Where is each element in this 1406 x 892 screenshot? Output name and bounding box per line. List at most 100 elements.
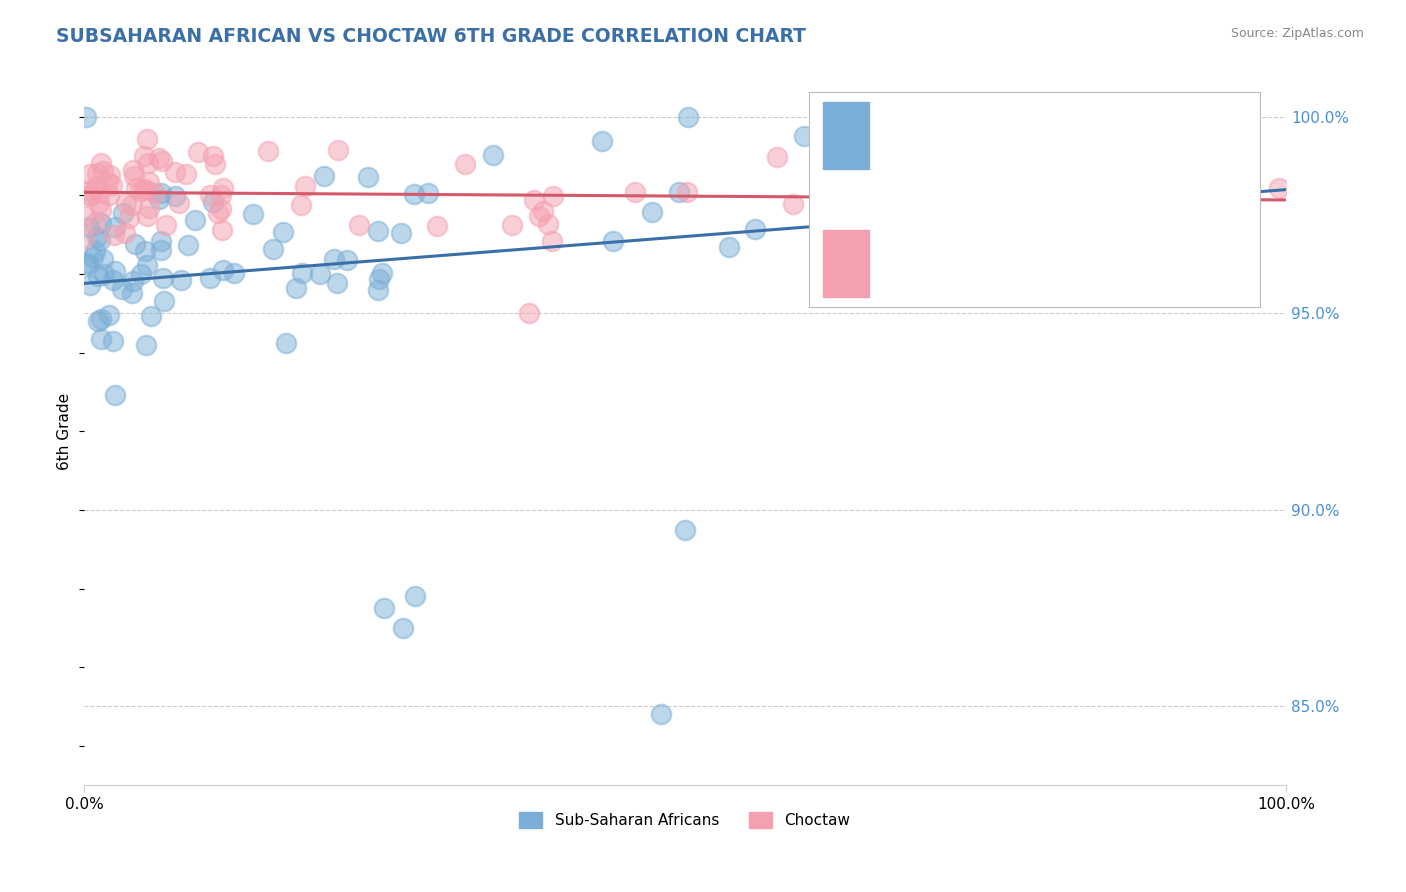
Point bbox=[77, 220, 100, 235]
Point bbox=[294, 178, 316, 193]
Point bbox=[86, 166, 108, 180]
Point bbox=[201, 149, 224, 163]
Y-axis label: 6th Grade: 6th Grade bbox=[58, 392, 72, 470]
Point bbox=[100, 178, 122, 192]
Point bbox=[641, 205, 664, 219]
Point bbox=[1268, 181, 1291, 195]
Point bbox=[138, 175, 160, 189]
Point bbox=[84, 244, 107, 259]
Point bbox=[389, 226, 412, 240]
Point bbox=[148, 193, 170, 207]
Point bbox=[336, 252, 359, 267]
FancyBboxPatch shape bbox=[808, 92, 1260, 308]
Point bbox=[75, 110, 97, 124]
Point bbox=[101, 334, 124, 348]
Point bbox=[155, 218, 177, 232]
Point bbox=[124, 169, 146, 183]
Legend: Sub-Saharan Africans, Choctaw: Sub-Saharan Africans, Choctaw bbox=[513, 805, 856, 834]
Point bbox=[152, 293, 174, 308]
Point bbox=[367, 283, 389, 297]
Point bbox=[204, 156, 226, 170]
Point bbox=[416, 186, 439, 200]
Point bbox=[76, 256, 98, 270]
Point bbox=[176, 237, 198, 252]
Point bbox=[86, 230, 108, 244]
Point bbox=[135, 338, 157, 352]
Point bbox=[114, 227, 136, 241]
Point bbox=[131, 268, 153, 282]
Point bbox=[174, 168, 197, 182]
Point bbox=[323, 252, 346, 266]
Point bbox=[257, 145, 280, 159]
Point bbox=[79, 167, 101, 181]
Point bbox=[965, 190, 987, 204]
Point bbox=[103, 220, 125, 235]
Point bbox=[541, 189, 564, 203]
Point bbox=[118, 211, 141, 225]
Point bbox=[79, 278, 101, 293]
Point bbox=[148, 152, 170, 166]
Text: SUBSAHARAN AFRICAN VS CHOCTAW 6TH GRADE CORRELATION CHART: SUBSAHARAN AFRICAN VS CHOCTAW 6TH GRADE … bbox=[56, 27, 806, 45]
Point bbox=[97, 175, 120, 189]
Point bbox=[163, 165, 186, 179]
Point bbox=[744, 222, 766, 236]
Point bbox=[371, 266, 394, 280]
Point bbox=[124, 236, 146, 251]
Text: Source: ZipAtlas.com: Source: ZipAtlas.com bbox=[1230, 27, 1364, 40]
Point bbox=[501, 218, 523, 232]
Point bbox=[167, 196, 190, 211]
Point bbox=[103, 227, 125, 242]
Point bbox=[77, 258, 100, 272]
Point bbox=[134, 244, 156, 259]
Point bbox=[209, 187, 232, 202]
Point bbox=[1056, 163, 1078, 178]
Point bbox=[207, 206, 229, 220]
Point bbox=[121, 285, 143, 300]
Point bbox=[134, 182, 156, 196]
Point bbox=[356, 169, 378, 184]
Point bbox=[212, 262, 235, 277]
Point bbox=[136, 209, 159, 223]
Point bbox=[209, 202, 232, 217]
Point bbox=[481, 148, 503, 162]
Point bbox=[312, 169, 335, 184]
FancyBboxPatch shape bbox=[823, 229, 869, 297]
Point bbox=[1098, 132, 1121, 146]
Point bbox=[1035, 247, 1057, 261]
Point bbox=[91, 252, 114, 267]
Point bbox=[309, 267, 332, 281]
Point bbox=[150, 154, 173, 169]
Text: R = 0.256   N = 85: R = 0.256 N = 85 bbox=[887, 127, 1043, 145]
Point bbox=[187, 145, 209, 159]
Point bbox=[129, 184, 152, 198]
Point bbox=[1112, 148, 1135, 162]
Point bbox=[152, 271, 174, 285]
Point bbox=[284, 281, 307, 295]
Point bbox=[103, 388, 125, 402]
Point bbox=[165, 189, 187, 203]
Point bbox=[766, 150, 789, 164]
Point bbox=[73, 230, 96, 244]
Point bbox=[426, 219, 449, 233]
Point bbox=[83, 215, 105, 229]
Point bbox=[1137, 151, 1160, 165]
Point bbox=[668, 186, 690, 200]
Point bbox=[139, 309, 162, 323]
Point bbox=[224, 266, 246, 280]
Point bbox=[391, 621, 413, 635]
Point bbox=[1167, 187, 1189, 202]
Point bbox=[184, 213, 207, 227]
Point bbox=[326, 144, 349, 158]
Point bbox=[831, 154, 853, 169]
Point bbox=[367, 224, 389, 238]
Point bbox=[89, 233, 111, 247]
Point bbox=[135, 258, 157, 272]
Point bbox=[523, 193, 546, 207]
Point bbox=[454, 157, 477, 171]
Point bbox=[121, 163, 143, 178]
Point bbox=[591, 134, 613, 148]
Point bbox=[104, 264, 127, 278]
Point bbox=[650, 707, 672, 722]
Point bbox=[90, 332, 112, 346]
Point bbox=[889, 135, 911, 149]
